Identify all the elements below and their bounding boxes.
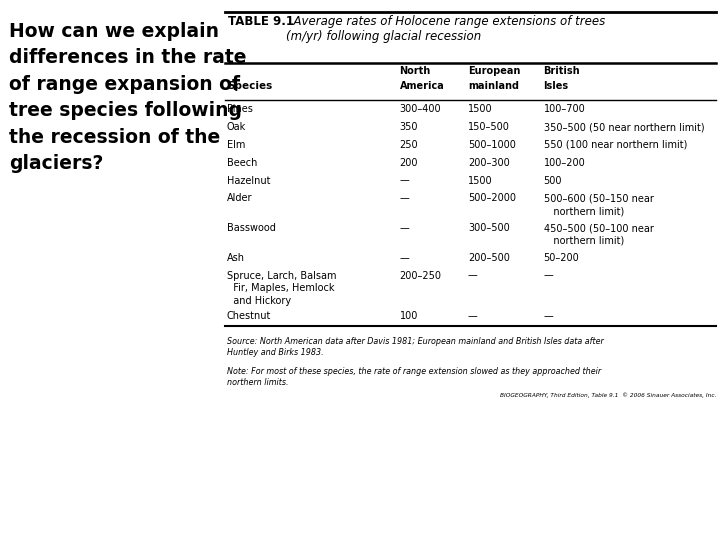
Text: 550 (100 near northern limit): 550 (100 near northern limit) bbox=[544, 140, 687, 150]
Text: Note: For most of these species, the rate of range extension slowed as they appr: Note: For most of these species, the rat… bbox=[227, 367, 601, 387]
Text: —: — bbox=[400, 223, 410, 233]
Text: 1500: 1500 bbox=[468, 176, 492, 186]
Text: —: — bbox=[544, 311, 554, 321]
Text: Basswood: Basswood bbox=[227, 223, 276, 233]
Text: Oak: Oak bbox=[227, 122, 246, 132]
Text: 50–200: 50–200 bbox=[544, 253, 580, 263]
Text: 500: 500 bbox=[544, 176, 562, 186]
Text: —: — bbox=[468, 311, 478, 321]
Text: 100–700: 100–700 bbox=[544, 104, 585, 114]
Text: —: — bbox=[400, 176, 410, 186]
Text: 500–2000: 500–2000 bbox=[468, 193, 516, 204]
Text: —: — bbox=[468, 271, 478, 281]
Text: 1500: 1500 bbox=[468, 104, 492, 114]
Text: 200: 200 bbox=[400, 158, 418, 168]
Text: Pines: Pines bbox=[227, 104, 253, 114]
Text: Ash: Ash bbox=[227, 253, 245, 263]
Text: 100: 100 bbox=[400, 311, 418, 321]
Text: —: — bbox=[400, 253, 410, 263]
Text: 200–300: 200–300 bbox=[468, 158, 510, 168]
Text: 350: 350 bbox=[400, 122, 418, 132]
Text: North: North bbox=[400, 66, 431, 76]
Text: BIOGEOGRAPHY, Third Edition, Table 9.1  © 2006 Sinauer Associates, Inc.: BIOGEOGRAPHY, Third Edition, Table 9.1 ©… bbox=[500, 393, 716, 398]
Text: European: European bbox=[468, 66, 521, 76]
Text: America: America bbox=[400, 81, 444, 91]
Text: Alder: Alder bbox=[227, 193, 252, 204]
Text: Average rates of Holocene range extensions of trees
(m/yr) following glacial rec: Average rates of Holocene range extensio… bbox=[286, 15, 605, 43]
Text: 500–1000: 500–1000 bbox=[468, 140, 516, 150]
Text: 300–400: 300–400 bbox=[400, 104, 441, 114]
Text: British: British bbox=[544, 66, 580, 76]
Text: 150–500: 150–500 bbox=[468, 122, 510, 132]
Text: —: — bbox=[544, 271, 554, 281]
Text: 250: 250 bbox=[400, 140, 418, 150]
Text: 350–500 (50 near northern limit): 350–500 (50 near northern limit) bbox=[544, 122, 704, 132]
Text: Beech: Beech bbox=[227, 158, 257, 168]
Text: mainland: mainland bbox=[468, 81, 519, 91]
Text: Elm: Elm bbox=[227, 140, 246, 150]
Text: Source: North American data after Davis 1981; European mainland and British Isle: Source: North American data after Davis … bbox=[227, 337, 603, 357]
Text: Isles: Isles bbox=[544, 81, 569, 91]
Text: Species: Species bbox=[227, 81, 272, 91]
Text: TABLE 9.1: TABLE 9.1 bbox=[228, 15, 294, 28]
Text: 200–500: 200–500 bbox=[468, 253, 510, 263]
Text: How can we explain
differences in the rate
of range expansion of
tree species fo: How can we explain differences in the ra… bbox=[9, 22, 246, 173]
Text: 100–200: 100–200 bbox=[544, 158, 585, 168]
Text: 300–500: 300–500 bbox=[468, 223, 510, 233]
Text: 200–250: 200–250 bbox=[400, 271, 441, 281]
Text: Chestnut: Chestnut bbox=[227, 311, 271, 321]
Text: 450–500 (50–100 near
   northern limit): 450–500 (50–100 near northern limit) bbox=[544, 223, 654, 246]
Text: Hazelnut: Hazelnut bbox=[227, 176, 270, 186]
Text: —: — bbox=[400, 193, 410, 204]
Text: Spruce, Larch, Balsam
  Fir, Maples, Hemlock
  and Hickory: Spruce, Larch, Balsam Fir, Maples, Hemlo… bbox=[227, 271, 336, 306]
Text: 500–600 (50–150 near
   northern limit): 500–600 (50–150 near northern limit) bbox=[544, 193, 654, 216]
